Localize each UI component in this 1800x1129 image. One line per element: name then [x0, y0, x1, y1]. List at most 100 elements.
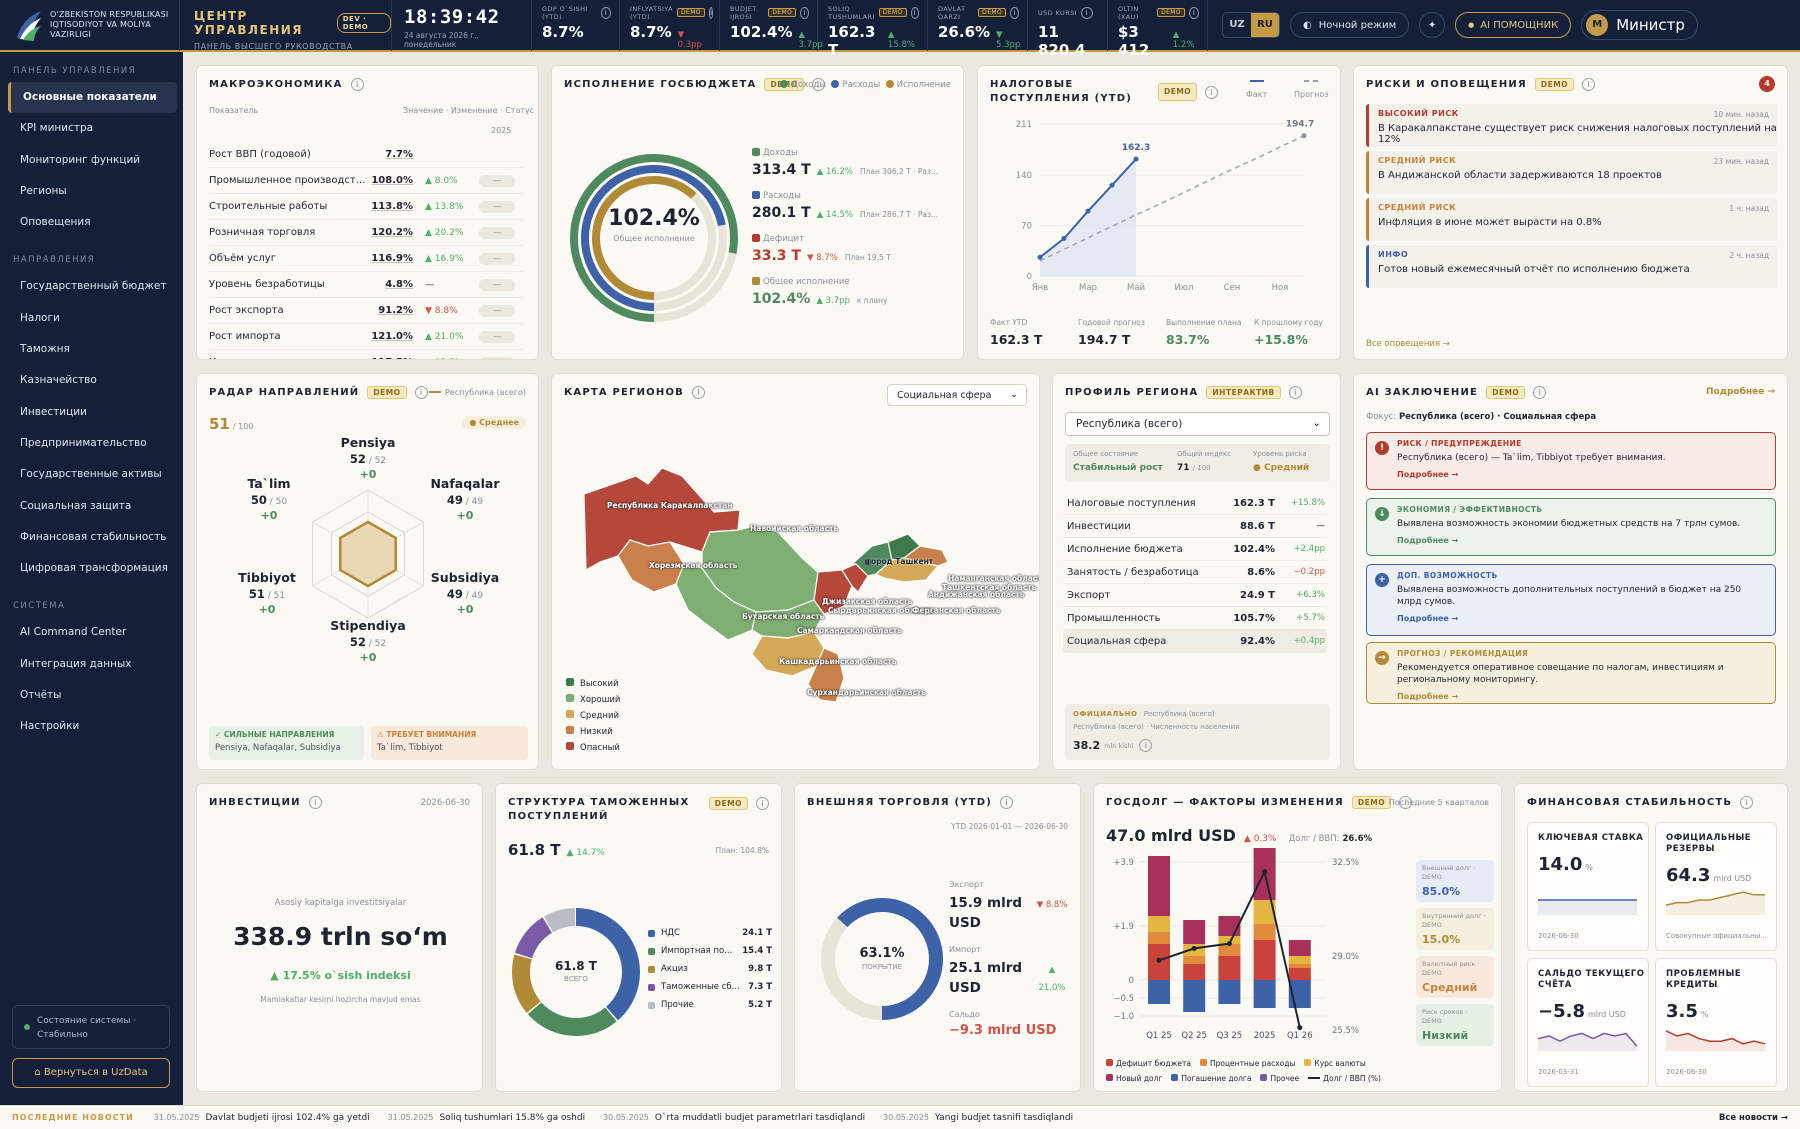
- region-surkhandarya[interactable]: [807, 647, 845, 703]
- budget-item[interactable]: Расходы 280.1 T ▲ 14.5% План 286.7 T · Раз.…: [752, 191, 957, 221]
- map-layer-select[interactable]: Социальная сфера ⌄: [887, 384, 1027, 406]
- table-row[interactable]: Промышленное производст... 108.0% ▲ 8.0% —: [209, 168, 523, 194]
- info-icon[interactable]: i: [708, 6, 714, 19]
- table-row[interactable]: Рост импорта 121.0% ▲ 21.0% —: [209, 324, 523, 350]
- sidebar-item[interactable]: Государственные активы: [20, 468, 162, 481]
- region-label[interactable]: Кашкадарьинская область: [779, 657, 897, 666]
- info-icon[interactable]: i: [414, 386, 428, 399]
- bar-segment[interactable]: [1148, 856, 1170, 916]
- bar-segment[interactable]: [1218, 980, 1241, 1004]
- sidebar-item[interactable]: Интеграция данных: [20, 657, 132, 670]
- night-mode-toggle[interactable]: ◐ Ночной режим: [1290, 12, 1410, 38]
- all-news-link[interactable]: Все новости →: [1718, 1112, 1788, 1123]
- bar-segment[interactable]: [1218, 944, 1241, 956]
- news-item[interactable]: 31.05.2025 Soliq tushumlari 15.8% ga oshd…: [388, 1113, 585, 1123]
- budget-item[interactable]: Общее исполнение 102.4% ▲ 3.7pp к плану: [752, 277, 957, 307]
- insight-link[interactable]: Подробнее →: [1397, 470, 1459, 479]
- region-label[interactable]: Ферганская область: [912, 606, 1001, 615]
- news-item[interactable]: 30.05.2025 Yangi budjet tasnifi tasdiqlan…: [883, 1113, 1073, 1123]
- sidebar-item[interactable]: KPI министра: [20, 122, 94, 135]
- news-item[interactable]: 31.05.2025 Davlat budjeti ijrosi 102.4% g…: [154, 1113, 370, 1123]
- profile-row[interactable]: Налоговые поступления 162.3 T +15.8%: [1063, 492, 1327, 515]
- info-icon[interactable]: i: [1139, 739, 1153, 752]
- budget-item[interactable]: Доходы 313.4 T ▲ 16.2% План 306.2 T · Раз..…: [752, 148, 957, 178]
- bar-segment[interactable]: [1183, 956, 1206, 964]
- region-label[interactable]: Самаркандская область: [797, 626, 903, 635]
- region-kashkadarya[interactable]: [751, 631, 825, 677]
- sidebar-item[interactable]: Налоги: [20, 311, 60, 324]
- info-icon[interactable]: i: [999, 796, 1013, 809]
- pie-slice[interactable]: [512, 908, 640, 1036]
- bar-segment[interactable]: [1253, 900, 1276, 924]
- budget-item[interactable]: Дефицит 33.3 T ▼ 8.7% План 19.5 T: [752, 234, 957, 264]
- region-label[interactable]: Республика Каракалпакстан: [607, 501, 733, 510]
- table-row[interactable]: Инвестиционная активность117.5%▲ 17.5% —: [209, 350, 523, 359]
- info-icon[interactable]: i: [1205, 85, 1219, 99]
- bar-segment[interactable]: [1253, 924, 1276, 940]
- info-icon[interactable]: i: [811, 78, 825, 91]
- region-label[interactable]: Бухарская область: [742, 612, 825, 621]
- region-label[interactable]: Наманганская область: [948, 574, 1040, 583]
- pie-slice[interactable]: [512, 908, 640, 1036]
- info-icon[interactable]: i: [691, 386, 705, 399]
- info-icon[interactable]: i: [1533, 386, 1547, 399]
- table-row[interactable]: Объём услуг 116.9% ▲ 16.9% —: [209, 246, 523, 272]
- debt-gdp-point[interactable]: [1297, 1025, 1303, 1031]
- settings-button[interactable]: ✦: [1419, 12, 1446, 38]
- risk-item[interactable]: ИНФО 2 ч. назад Готов новый ежемесячный от…: [1366, 245, 1777, 288]
- profile-row[interactable]: Исполнение бюджета 102.4% +2.4pp: [1063, 538, 1327, 561]
- info-icon[interactable]: i: [308, 796, 322, 809]
- pie-slice[interactable]: [512, 908, 640, 1036]
- sidebar-item[interactable]: Настройки: [20, 720, 80, 733]
- region-label[interactable]: Ташкентская область: [942, 583, 1037, 592]
- header-kpi[interactable]: INFLYATSIYA (YTD) DEMO i 8.7% ▼ 0.3pp: [620, 0, 720, 51]
- bar-segment[interactable]: [1183, 964, 1206, 980]
- finstab-tile[interactable]: ПРОБЛЕМНЫЕ КРЕДИТЫ 3.5% 2026-06-30: [1655, 958, 1777, 1087]
- header-kpi[interactable]: BUDJET IJROSI DEMO i 102.4% ▲ 3.7pp: [720, 0, 823, 51]
- ministry-logo[interactable]: O'ZBEKISTON RESPUBLIKASI IQTISODIYOT VA M…: [0, 0, 180, 51]
- sidebar-item[interactable]: Инвестиции: [20, 405, 87, 418]
- region-syrdarya[interactable]: [841, 563, 869, 593]
- table-row[interactable]: Строительные работы 113.8% ▲ 13.8% —: [209, 194, 523, 220]
- bar-segment[interactable]: [1288, 940, 1311, 956]
- debt-gdp-point[interactable]: [1191, 945, 1197, 951]
- sidebar-item[interactable]: Мониторинг функций: [20, 153, 141, 166]
- info-icon[interactable]: i: [756, 797, 769, 810]
- info-icon[interactable]: i: [350, 78, 364, 91]
- info-icon[interactable]: i: [1288, 386, 1302, 399]
- sidebar-item[interactable]: Таможня: [20, 343, 70, 356]
- info-icon[interactable]: i: [1010, 6, 1019, 19]
- fact-point[interactable]: [1085, 208, 1091, 214]
- user-menu[interactable]: М Министр: [1581, 10, 1698, 40]
- fact-point[interactable]: [1037, 254, 1043, 260]
- fact-point[interactable]: [1109, 182, 1115, 188]
- region-label[interactable]: Джизакская область: [822, 597, 913, 606]
- risk-item[interactable]: СРЕДНИЙ РИСК 23 мин. назад В Андижанской о…: [1366, 151, 1777, 194]
- bar-segment[interactable]: [1183, 920, 1206, 944]
- region-label[interactable]: Сырдарьинская область: [828, 606, 934, 615]
- region-label[interactable]: Андижанская область: [928, 590, 1025, 599]
- lang-ru-button[interactable]: RU: [1251, 13, 1279, 37]
- ai-insight[interactable]: + ДОП. ВОЗМОЖНОСТЬ Выявлена возможность до…: [1366, 564, 1776, 636]
- bar-segment[interactable]: [1253, 940, 1276, 980]
- sidebar-item[interactable]: Финансовая стабильность: [20, 530, 167, 543]
- info-icon[interactable]: i: [800, 6, 809, 19]
- profile-row[interactable]: Промышленность 105.7% +5.7%: [1063, 607, 1327, 630]
- region-select[interactable]: Республика (всего) ⌄: [1065, 412, 1330, 436]
- info-icon[interactable]: i: [1740, 796, 1754, 809]
- bar-segment[interactable]: [1288, 964, 1311, 968]
- table-row[interactable]: Рост экспорта 91.2% ▼ 8.8% —: [209, 298, 523, 324]
- sidebar-item[interactable]: Отчёты: [20, 689, 62, 702]
- profile-row[interactable]: Социальная сфера 92.4% +0.4pp: [1063, 630, 1327, 653]
- header-kpi[interactable]: USD KURSI i 11 820.4: [1028, 0, 1108, 59]
- debt-gdp-point[interactable]: [1226, 941, 1232, 947]
- debt-gdp-point[interactable]: [1262, 869, 1268, 875]
- sidebar-item[interactable]: Предпринимательство: [20, 436, 147, 449]
- sidebar-item[interactable]: AI Command Center: [20, 626, 127, 639]
- finstab-tile[interactable]: ОФИЦИАЛЬНЫЕ РЕЗЕРВЫ 64.3 mlrd USD Совокупны…: [1655, 822, 1777, 951]
- sidebar-item[interactable]: Государственный бюджет: [20, 280, 167, 293]
- ai-insight[interactable]: ! РИСК / ПРЕДУПРЕЖДЕНИЕ Республика (всего)…: [1366, 432, 1776, 490]
- fact-point[interactable]: [1061, 236, 1067, 242]
- header-kpi[interactable]: SOLIQ TUSHUMLARI DEMO i 162.3 T ▲ 15.8%: [818, 0, 928, 59]
- info-icon[interactable]: i: [1582, 78, 1596, 91]
